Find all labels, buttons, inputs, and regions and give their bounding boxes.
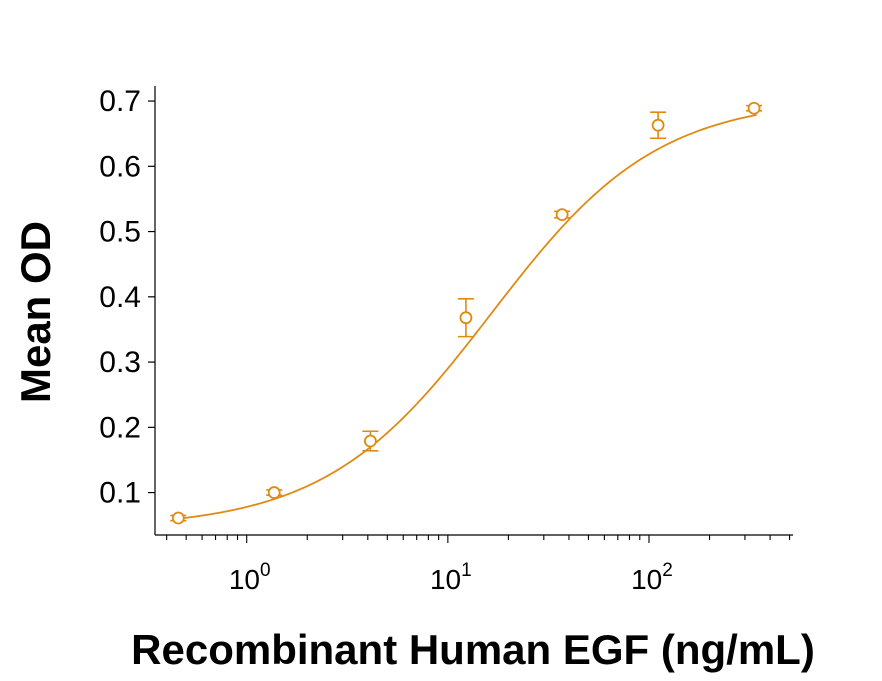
x-tick-base: 10 bbox=[631, 564, 662, 595]
data-point-group bbox=[362, 430, 379, 452]
data-point bbox=[747, 101, 761, 115]
data-point-group bbox=[650, 111, 667, 140]
x-tick-exponent: 2 bbox=[662, 560, 673, 581]
data-point-group bbox=[170, 511, 187, 525]
y-axis-title: Mean OD bbox=[12, 221, 59, 403]
y-tick-label: 0.1 bbox=[99, 477, 141, 510]
x-tick-label: 101 bbox=[430, 560, 472, 595]
y-tick-label: 0.5 bbox=[99, 216, 141, 249]
y-tick-label: 0.2 bbox=[99, 411, 141, 444]
x-tick-base: 10 bbox=[229, 564, 260, 595]
data-point bbox=[555, 208, 569, 221]
plot-area bbox=[170, 101, 763, 525]
x-tick-base: 10 bbox=[430, 564, 461, 595]
x-tick-exponent: 0 bbox=[260, 560, 271, 581]
y-tick-label: 0.6 bbox=[99, 150, 141, 183]
data-point bbox=[459, 311, 473, 325]
y-tick-label: 0.3 bbox=[99, 346, 141, 379]
data-point bbox=[651, 118, 665, 132]
data-point bbox=[267, 486, 281, 499]
data-point-group bbox=[266, 486, 283, 499]
y-axis: 0.1 0.2 0.3 0.4 0.5 0.6 0.7 bbox=[99, 85, 156, 535]
x-axis: 100 101 102 bbox=[155, 534, 793, 595]
x-axis-title: Recombinant Human EGF (ng/mL) bbox=[131, 626, 815, 673]
y-tick-label: 0.7 bbox=[99, 85, 141, 118]
data-point-group bbox=[746, 101, 763, 115]
data-point bbox=[363, 434, 377, 448]
x-tick-exponent: 1 bbox=[461, 560, 472, 581]
x-tick-label: 100 bbox=[229, 560, 271, 595]
data-point bbox=[171, 511, 185, 525]
data-point-group bbox=[457, 297, 474, 338]
y-tick-label: 0.4 bbox=[99, 281, 141, 314]
data-point-group bbox=[554, 208, 571, 221]
fit-curve bbox=[175, 113, 757, 520]
x-tick-label: 102 bbox=[631, 560, 673, 595]
